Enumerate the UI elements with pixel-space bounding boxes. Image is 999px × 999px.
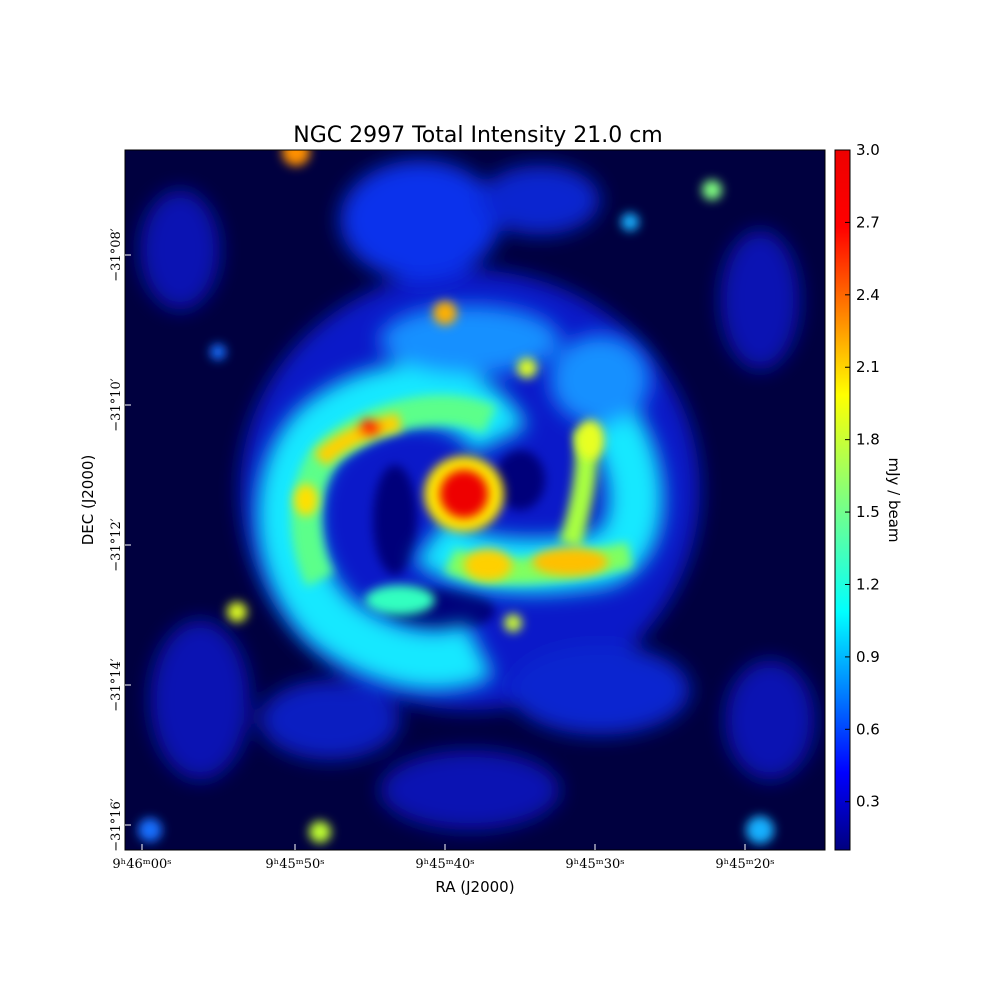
colorbar: 3.0 2.7 2.4 2.1 1.8 1.5 1.2 0.9 0.6 0.3 mJy / bea… [834, 141, 903, 851]
x-tick-label: 9ʰ45ᵐ50ˢ [265, 857, 324, 872]
y-tick-label: −31°08′ [109, 228, 124, 281]
y-axis-label: DEC (J2000) [79, 455, 97, 546]
colorbar-tick-label: 1.2 [856, 575, 880, 593]
colorbar-tick-label: 3.0 [856, 141, 880, 159]
bright-knots [294, 413, 608, 581]
colorbar-tick-label: 2.7 [856, 213, 880, 231]
intensity-image [125, 150, 825, 850]
y-axis: −31°08′ −31°10′ −31°12′ −31°14′ −31°16′ [109, 228, 131, 852]
colorbar-ticks: 3.0 2.7 2.4 2.1 1.8 1.5 1.2 0.9 0.6 0.3 [845, 141, 880, 811]
point-sources [138, 150, 774, 844]
nucleus [424, 456, 504, 532]
y-tick-label: −31°16′ [109, 798, 124, 851]
y-tick-label: −31°14′ [109, 658, 124, 711]
chart-title: NGC 2997 Total Intensity 21.0 cm [293, 123, 662, 148]
x-axis: 9ʰ46ᵐ00ˢ 9ʰ45ᵐ50ˢ 9ʰ45ᵐ40ˢ 9ʰ45ᵐ30ˢ 9ʰ45ᵐ20ˢ [112, 844, 775, 872]
plot-frame [124, 149, 826, 851]
x-tick-label: 9ʰ45ᵐ40ˢ [415, 857, 474, 872]
colorbar-tick-label: 0.3 [856, 793, 880, 811]
colorbar-tick-label: 0.6 [856, 720, 880, 738]
x-axis-label: RA (J2000) [435, 878, 514, 896]
x-tick-label: 9ʰ45ᵐ20ˢ [715, 857, 774, 872]
y-tick-label: −31°12′ [109, 518, 124, 571]
colorbar-tick-label: 0.9 [856, 648, 880, 666]
colorbar-tick-label: 1.8 [856, 431, 880, 449]
x-tick-label: 9ʰ45ᵐ30ˢ [565, 857, 624, 872]
x-tick-label: 9ʰ46ᵐ00ˢ [112, 857, 171, 872]
colorbar-gradient [834, 149, 851, 851]
colorbar-tick-label: 2.1 [856, 358, 880, 376]
colorbar-label: mJy / beam [885, 457, 903, 542]
colorbar-tick-label: 1.5 [856, 503, 880, 521]
y-tick-label: −31°10′ [109, 378, 124, 431]
colorbar-tick-label: 2.4 [856, 286, 880, 304]
